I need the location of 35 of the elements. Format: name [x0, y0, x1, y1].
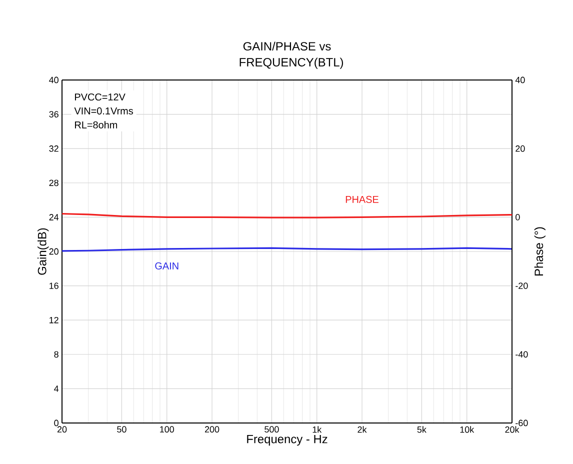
y-tick-label: 32 [49, 145, 58, 152]
y-tick-label: 28 [49, 180, 58, 186]
annotation: VIN=0.1Vrms [74, 107, 134, 114]
y-tick-label: 0 [54, 420, 58, 426]
series-label: PHASE [346, 196, 378, 203]
y2-tick-label: -40 [516, 351, 528, 358]
y2-tick-label: 40 [515, 76, 525, 84]
y-tick-label: 12 [50, 316, 58, 324]
x-tick-label: 10k [460, 426, 474, 433]
y2-tick-label: 20 [516, 145, 525, 152]
y-tick-label: 8 [54, 351, 58, 358]
x-tick-label: 1k [312, 426, 322, 433]
x-tick-label: 50 [117, 426, 126, 433]
y2-tick-label: 0 [516, 214, 520, 220]
x-tick-label: 200 [204, 426, 220, 433]
y2-tick-label: -60 [516, 420, 528, 426]
y2-axis-title: Phase (°) [534, 227, 546, 276]
y-tick-label: 36 [49, 111, 58, 118]
chart-title: GAIN/PHASE vs FREQUENCY(BTL) [240, 42, 344, 69]
x-axis-title: Frequency - Hz [247, 434, 328, 446]
x-tick-label: 2k [358, 426, 367, 433]
x-tick-label: 5k [417, 426, 426, 433]
y-tick-label: 24 [49, 214, 59, 220]
x-tick-label: 100 [160, 426, 174, 433]
y-tick-label: 40 [49, 76, 58, 84]
y2-tick-label: -20 [516, 282, 528, 289]
annotation: PVCC=12V [75, 93, 126, 101]
annotation: RL=8ohm [75, 121, 118, 128]
x-tick-label: 20k [505, 426, 520, 433]
y-tick-label: 20 [49, 248, 58, 255]
y-tick-label: 4 [54, 386, 59, 392]
x-tick-label: 500 [264, 426, 279, 433]
y-tick-label: 16 [50, 282, 58, 289]
series-label: GAIN [155, 262, 178, 270]
y-axis-title: Gain(dB) [38, 228, 49, 275]
